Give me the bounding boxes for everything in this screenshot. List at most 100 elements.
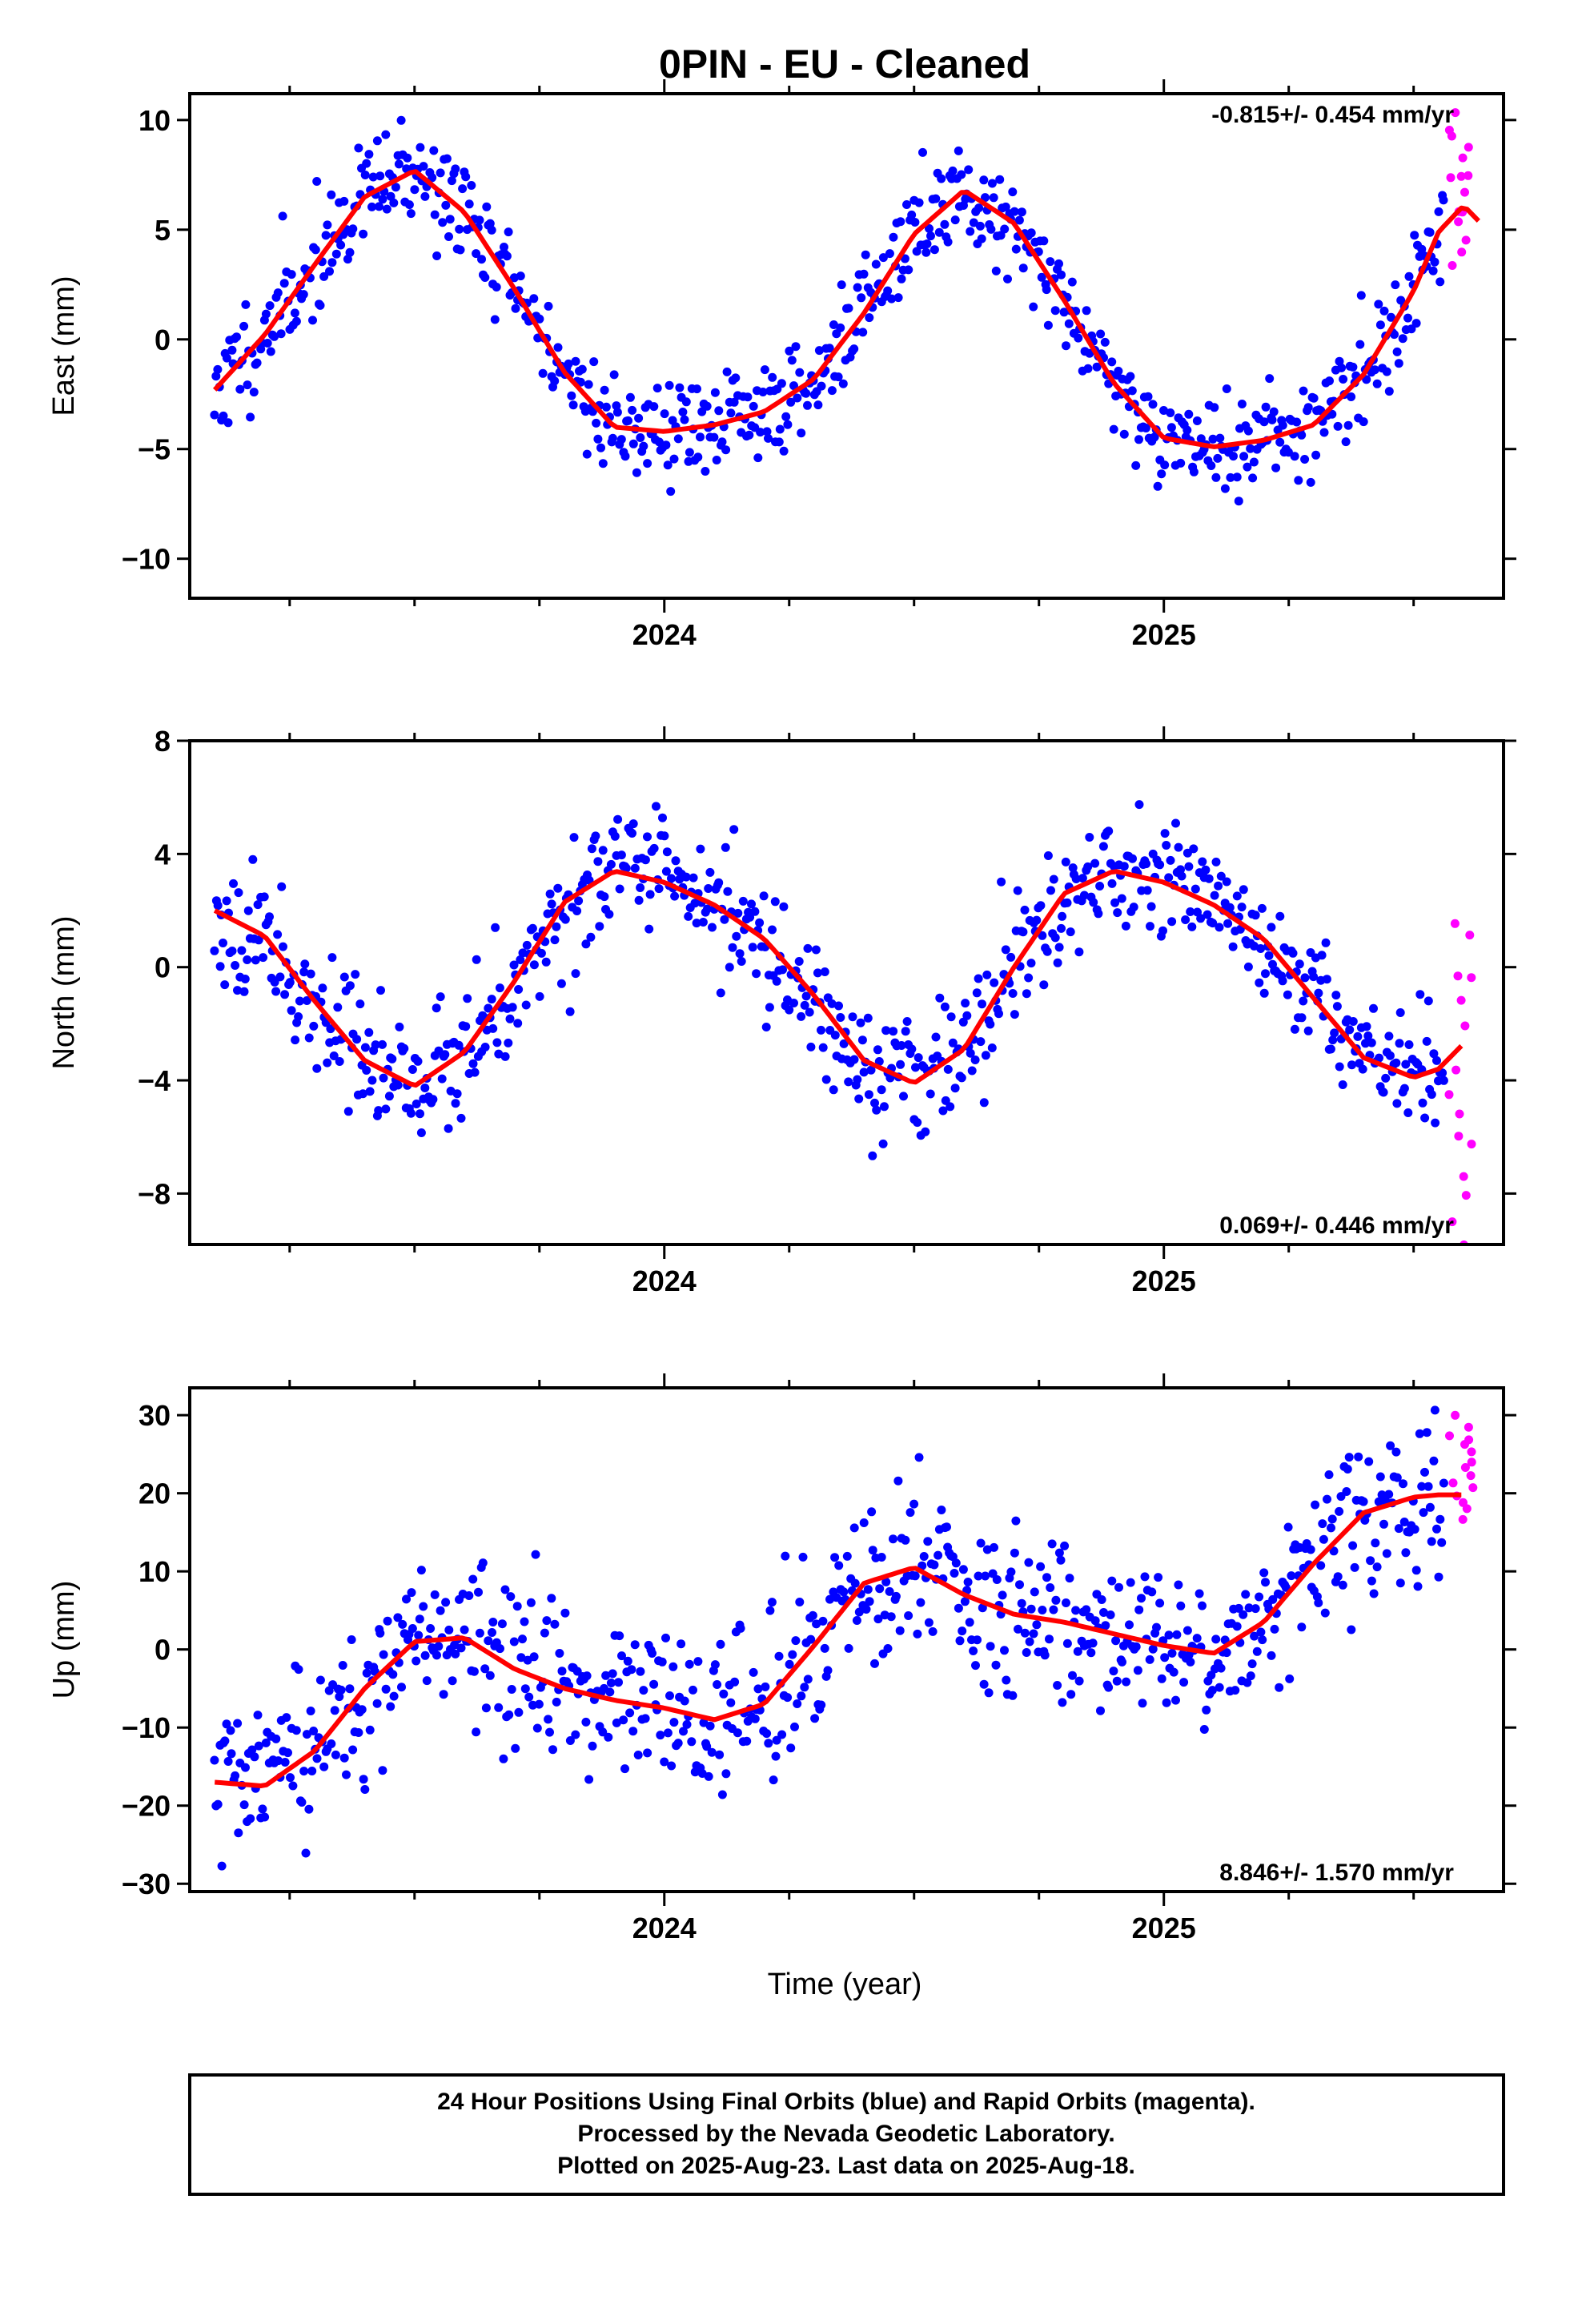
final-data-point	[1234, 497, 1243, 506]
final-data-point	[1026, 959, 1036, 968]
final-data-point	[1287, 1571, 1296, 1581]
final-data-point	[1420, 1113, 1430, 1123]
final-data-point	[951, 1558, 961, 1568]
final-data-point	[1090, 858, 1100, 868]
final-data-point	[750, 1714, 760, 1723]
final-data-point	[408, 1065, 417, 1074]
final-data-point	[1404, 1040, 1414, 1049]
final-data-point	[1259, 417, 1269, 427]
up-rapid-points	[1445, 1410, 1478, 1524]
final-data-point	[1061, 857, 1070, 866]
final-data-point	[325, 267, 334, 276]
final-data-point	[854, 1094, 864, 1104]
final-data-point	[891, 1591, 901, 1601]
final-data-point	[251, 955, 260, 965]
final-data-point	[652, 384, 662, 393]
final-data-point	[333, 1003, 343, 1012]
final-data-point	[1243, 1678, 1252, 1687]
final-data-point	[347, 1635, 356, 1644]
final-data-point	[1062, 341, 1070, 351]
final-data-point	[921, 1127, 930, 1136]
final-data-point	[1288, 948, 1298, 958]
final-data-point	[783, 420, 793, 429]
final-data-point	[1107, 879, 1117, 888]
final-data-point	[745, 912, 755, 922]
final-data-point	[233, 1719, 243, 1728]
final-data-point	[319, 271, 329, 281]
final-data-point	[775, 424, 785, 434]
final-data-point	[673, 434, 683, 444]
final-data-point	[896, 217, 905, 227]
final-data-point	[1392, 1473, 1402, 1482]
final-data-point	[306, 969, 315, 979]
final-data-point	[330, 1706, 339, 1715]
final-data-point	[348, 224, 358, 234]
rapid-data-point	[1462, 1504, 1472, 1514]
final-data-point	[475, 215, 484, 225]
final-data-point	[777, 1730, 787, 1739]
final-data-point	[725, 963, 734, 972]
final-data-point	[714, 406, 724, 416]
final-data-point	[222, 896, 231, 906]
final-data-point	[336, 240, 346, 250]
final-data-point	[1011, 244, 1021, 254]
final-data-point	[950, 1569, 959, 1578]
final-data-point	[419, 1602, 428, 1611]
final-data-point	[582, 1671, 592, 1681]
final-data-point	[1422, 1036, 1431, 1046]
final-data-point	[1082, 306, 1091, 316]
final-data-point	[1213, 453, 1223, 463]
final-data-point	[1010, 1548, 1019, 1558]
final-data-point	[986, 1019, 995, 1029]
final-data-point	[1172, 1630, 1182, 1639]
final-data-point	[596, 443, 605, 452]
final-data-point	[1348, 362, 1358, 372]
final-data-point	[761, 1023, 771, 1031]
final-data-point	[511, 304, 520, 313]
final-data-point	[1160, 829, 1170, 838]
final-data-point	[981, 193, 990, 203]
final-data-point	[1068, 863, 1078, 873]
up-frame	[188, 1386, 1505, 1893]
final-data-point	[215, 962, 225, 971]
final-data-point	[1415, 990, 1425, 999]
final-data-point	[467, 181, 476, 190]
final-data-point	[571, 1730, 580, 1739]
final-data-point	[911, 1063, 920, 1072]
final-data-point	[772, 976, 781, 986]
final-data-point	[820, 967, 829, 976]
final-data-point	[432, 1651, 441, 1660]
final-data-point	[1024, 973, 1034, 983]
final-data-point	[548, 1745, 557, 1755]
final-data-point	[1038, 1606, 1047, 1614]
final-data-point	[1435, 1514, 1445, 1524]
final-data-point	[266, 347, 275, 356]
final-data-point	[859, 1518, 869, 1527]
final-data-point	[1171, 1695, 1180, 1705]
final-data-point	[974, 1571, 983, 1581]
final-data-point	[620, 1764, 629, 1774]
final-data-point	[690, 899, 700, 908]
final-data-point	[994, 1009, 1003, 1019]
final-data-point	[582, 449, 592, 459]
final-data-point	[1101, 1621, 1110, 1630]
final-data-point	[966, 227, 975, 236]
final-data-point	[1267, 923, 1276, 932]
rapid-data-point	[1464, 143, 1473, 152]
final-data-point	[1252, 1647, 1262, 1656]
final-data-point	[285, 978, 295, 987]
final-data-point	[931, 1032, 941, 1042]
final-data-point	[500, 243, 508, 251]
final-data-point	[581, 1717, 591, 1727]
final-data-point	[1109, 424, 1118, 434]
final-data-point	[883, 286, 893, 296]
final-data-point	[451, 164, 460, 174]
final-data-point	[1050, 306, 1060, 316]
final-data-point	[394, 159, 404, 169]
final-data-point	[1000, 224, 1010, 234]
final-data-point	[1121, 921, 1130, 931]
final-data-point	[942, 1522, 951, 1532]
y-tick-label: 10	[139, 104, 171, 137]
final-data-point	[717, 437, 727, 447]
final-data-point	[901, 1535, 910, 1545]
